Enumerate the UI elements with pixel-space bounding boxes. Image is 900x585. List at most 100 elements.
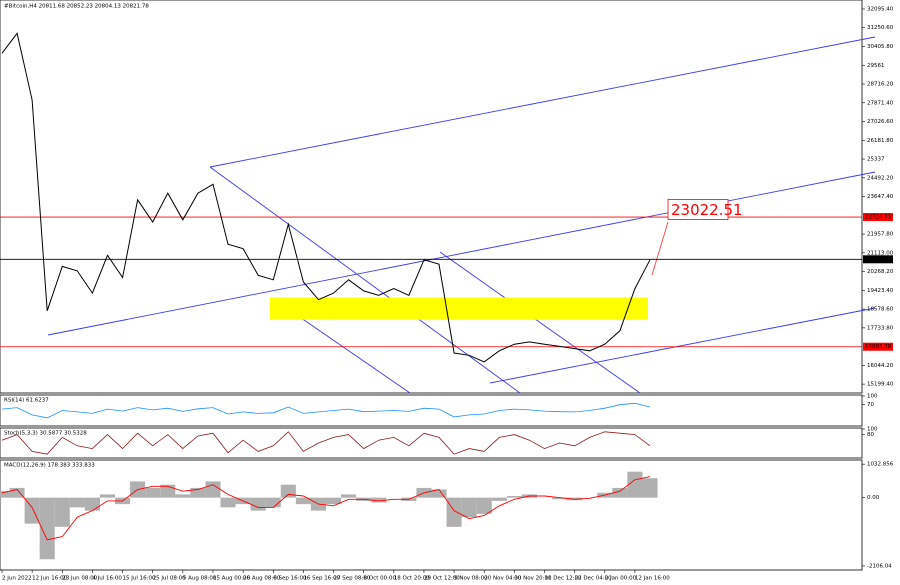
y-tick-label: 0.00: [867, 495, 880, 501]
signal-line: [1, 476, 651, 541]
x-tick-label: 23 Jun 08:00: [62, 576, 97, 582]
annotation: 23022.51: [671, 201, 743, 219]
macd-bar: [24, 497, 40, 524]
trend-line: [489, 307, 876, 384]
macd-bar: [612, 487, 628, 498]
x-tick-label: 8 Oct 00:00: [364, 576, 397, 582]
macd-bar: [476, 497, 492, 514]
chart-title: #Bitcoin,H4 20811.68 20852.23 20804.13 2…: [4, 4, 149, 10]
macd-bar: [506, 496, 522, 498]
x-tick-label: 4 Jul 16:00: [92, 576, 122, 582]
y-tick-label: 1032.856: [867, 462, 894, 468]
y-tick-label: 23647.40: [867, 194, 894, 200]
macd-bar: [39, 497, 55, 560]
price-label: 22724.73: [865, 215, 892, 221]
rsi-panel: [0, 394, 863, 427]
x-tick-label: 11 Dec 12:00: [545, 576, 582, 582]
y-tick-label: 21957.80: [867, 232, 894, 238]
stoch-title: Stoch(5,3,3) 30.5877 30.5328: [4, 431, 87, 437]
macd-bar: [295, 497, 311, 505]
x-tick-label: 2 Jun 2022: [2, 576, 32, 582]
x-tick-label: 15 Aug 00:00: [213, 576, 251, 582]
x-tick-label: 9 Nov 08:00: [454, 576, 488, 582]
macd-bar: [190, 487, 206, 498]
x-tick-label: 2 Jan 00:00: [605, 576, 637, 582]
macd-bar: [175, 494, 191, 498]
main-panel: [0, 0, 863, 394]
macd-bar: [9, 487, 25, 498]
price-label: 16883.78: [865, 344, 892, 350]
macd-bar: [552, 497, 568, 500]
x-tick-label: 26 Aug 08:00: [243, 576, 281, 582]
macd-bar: [341, 494, 357, 498]
macd-bar: [627, 471, 643, 498]
x-tick-label: 5 Aug 08:00: [183, 576, 217, 582]
y-tick-label: 29561: [867, 63, 885, 69]
y-tick-label: 20268.20: [867, 269, 894, 275]
x-tick-label: 6 Sep 16:00: [273, 576, 307, 582]
y-tick-label: 21113.00: [867, 250, 894, 256]
macd-bar: [371, 497, 387, 503]
trend-line: [209, 36, 876, 168]
macd-bar: [84, 497, 100, 511]
y-tick-label: 19423.40: [867, 288, 894, 294]
x-tick-label: 18 Oct 20:00: [394, 576, 430, 582]
x-tick-label: 29 Oct 12:00: [424, 576, 460, 582]
y-tick-label: 27871.40: [867, 100, 894, 106]
indicator-line: [1, 402, 651, 419]
indicator-line: [1, 431, 651, 455]
annotation-box: [667, 199, 729, 220]
zone: [270, 297, 648, 320]
y-tick-label: -2106.04: [867, 563, 892, 569]
arrow-line: [651, 221, 669, 276]
x-tick-label: 22 Dec 04:00: [575, 576, 612, 582]
macd-bar: [220, 497, 236, 508]
y-tick-label: 26181.80: [867, 138, 894, 144]
y-tick-label: 70: [867, 402, 874, 408]
macd-bar: [446, 497, 462, 527]
y-tick-label: 17733.80: [867, 325, 894, 331]
y-tick-label: 80: [867, 432, 874, 438]
macd-bar: [491, 497, 507, 501]
macd-bar: [461, 497, 477, 518]
price-label-bg: [863, 255, 893, 264]
macd-bar: [99, 494, 116, 498]
trend-line: [47, 171, 876, 336]
y-tick-label: 24492.20: [867, 175, 894, 181]
trend-line: [209, 166, 521, 394]
macd-title: MACD(12,26,9) 178.383 333.833: [4, 463, 95, 469]
y-tick-label: 32095.40: [867, 6, 894, 12]
x-tick-label: 20 Nov 04:00: [484, 576, 522, 582]
rsi-title: RSI(14) 61.6237: [4, 398, 49, 404]
macd-bar: [145, 487, 161, 498]
x-tick-label: 15 Jul 16:00: [123, 576, 156, 582]
y-tick-label: 28716.20: [867, 82, 894, 88]
y-tick-label: 16044.20: [867, 363, 894, 369]
macd-bar: [0, 491, 10, 498]
macd-bar: [54, 497, 70, 527]
price-line: [1, 32, 651, 363]
trend-line: [439, 251, 641, 394]
macd-bar: [265, 497, 281, 508]
macd-bar: [326, 497, 342, 505]
macd-bar: [205, 481, 221, 498]
y-tick-label: 100: [867, 427, 878, 433]
price-label-bg: [863, 342, 893, 351]
macd-panel: [0, 459, 863, 571]
y-tick-label: 100: [867, 394, 878, 400]
pitchfork: [47, 36, 876, 394]
macd-bar: [280, 484, 296, 498]
macd-bar: [69, 497, 85, 508]
y-tick-label: 30405.80: [867, 44, 894, 50]
x-tick-label: 30 Nov 20:00: [514, 576, 552, 582]
x-tick-label: 25 Jul 08:00: [153, 576, 186, 582]
macd-bar: [642, 478, 658, 498]
y-tick-label: 25337: [867, 157, 885, 163]
y-tick-label: 31250.60: [867, 25, 894, 31]
price-label: 20821.78: [865, 257, 892, 263]
x-tick-label: 12 Jan 16:00: [635, 576, 670, 582]
y-tick-label: 15199.40: [867, 382, 894, 388]
y-tick-label: 18578.60: [867, 307, 894, 313]
x-tick-label: 16 Sep 16:00: [303, 576, 340, 582]
